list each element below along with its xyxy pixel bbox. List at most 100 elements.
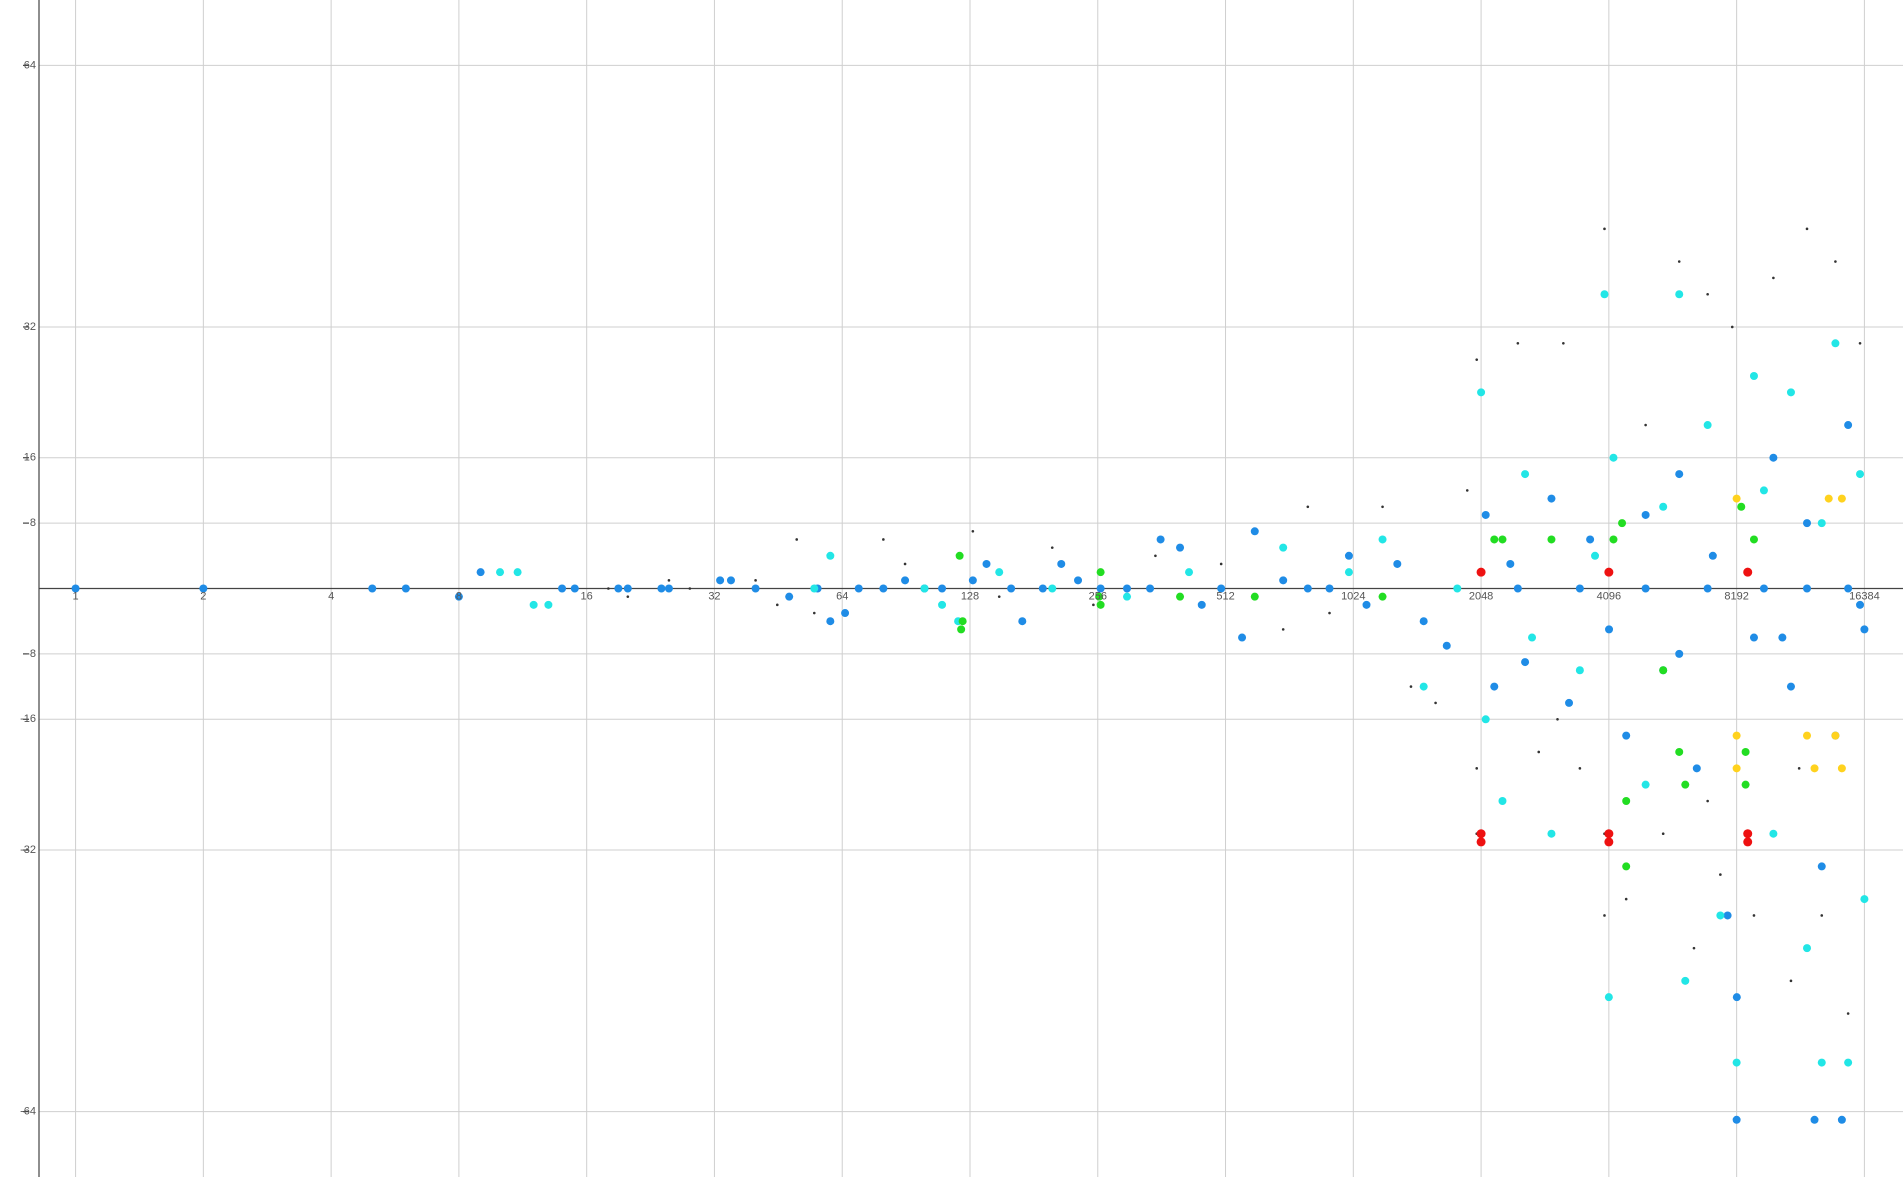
point xyxy=(968,576,977,585)
point xyxy=(1844,584,1853,593)
point xyxy=(1219,562,1223,566)
point xyxy=(1604,837,1614,847)
point xyxy=(812,611,816,615)
point xyxy=(1743,567,1753,577)
point xyxy=(1732,993,1741,1002)
point xyxy=(1675,747,1684,756)
point xyxy=(1708,551,1717,560)
point xyxy=(1681,976,1690,985)
point xyxy=(1618,519,1627,528)
point xyxy=(810,584,819,593)
point xyxy=(664,584,673,593)
point xyxy=(1344,551,1353,560)
point xyxy=(1703,421,1712,430)
point xyxy=(1641,780,1650,789)
point xyxy=(826,551,835,560)
point xyxy=(1732,1058,1741,1067)
point xyxy=(1409,685,1413,688)
point xyxy=(1547,535,1556,544)
point xyxy=(1778,633,1787,642)
point xyxy=(997,595,1001,598)
point xyxy=(1442,641,1451,650)
point xyxy=(1860,625,1869,634)
point xyxy=(626,595,630,598)
x-tick-label: 512 xyxy=(1216,590,1234,602)
point xyxy=(1749,633,1758,642)
point xyxy=(1328,611,1331,615)
point xyxy=(1641,510,1650,519)
point xyxy=(1810,764,1819,773)
point xyxy=(1603,227,1606,231)
point xyxy=(1475,767,1479,770)
point xyxy=(1419,617,1428,626)
point xyxy=(1759,486,1768,495)
point xyxy=(1604,829,1614,839)
point xyxy=(1481,510,1490,519)
point xyxy=(1661,832,1665,836)
point xyxy=(1378,535,1387,544)
point xyxy=(1622,797,1631,806)
point xyxy=(1723,911,1732,920)
point xyxy=(1490,682,1499,691)
point xyxy=(1844,1058,1853,1067)
point xyxy=(496,568,505,577)
point xyxy=(1605,625,1614,634)
point xyxy=(1732,1115,1741,1124)
point xyxy=(1344,568,1353,577)
point xyxy=(1786,388,1795,397)
point xyxy=(1719,873,1722,876)
point xyxy=(1156,535,1165,544)
point xyxy=(1096,600,1105,609)
y-tick-label: -16 xyxy=(20,713,36,725)
point xyxy=(1803,731,1812,740)
point xyxy=(1831,731,1840,740)
point xyxy=(754,579,757,582)
point xyxy=(1154,554,1157,558)
point xyxy=(1600,290,1609,299)
point xyxy=(1057,559,1066,568)
point xyxy=(544,600,553,609)
point xyxy=(1786,682,1795,691)
point xyxy=(1803,519,1812,528)
point xyxy=(1837,764,1846,773)
point xyxy=(1279,543,1288,552)
point xyxy=(1769,453,1778,462)
point xyxy=(1476,567,1486,577)
point xyxy=(854,584,863,593)
point xyxy=(826,617,835,626)
point xyxy=(1513,584,1522,593)
point xyxy=(199,584,208,593)
point xyxy=(982,559,991,568)
point xyxy=(785,592,794,601)
point xyxy=(1591,551,1600,560)
point xyxy=(1609,453,1618,462)
point xyxy=(401,584,410,593)
point xyxy=(1681,780,1690,789)
point xyxy=(1506,559,1515,568)
x-tick-label: 64 xyxy=(836,590,848,602)
point xyxy=(1749,371,1758,380)
point xyxy=(1575,666,1584,675)
point xyxy=(71,584,80,593)
point xyxy=(1692,764,1701,773)
x-tick-label: 8192 xyxy=(1724,590,1748,602)
point xyxy=(454,592,463,601)
point xyxy=(901,576,910,585)
point xyxy=(1834,260,1837,263)
point xyxy=(1856,470,1865,479)
point xyxy=(1095,592,1104,601)
point xyxy=(1250,527,1259,536)
x-tick-label: 4096 xyxy=(1597,590,1621,602)
point xyxy=(879,584,888,593)
point xyxy=(1565,698,1574,707)
point xyxy=(1817,519,1826,528)
point xyxy=(1018,617,1027,626)
point xyxy=(1659,666,1668,675)
point xyxy=(1706,292,1709,296)
point xyxy=(1197,600,1206,609)
point xyxy=(1185,568,1194,577)
point xyxy=(1146,584,1155,593)
y-tick-label: -32 xyxy=(20,844,36,856)
point xyxy=(1805,227,1809,231)
point xyxy=(1741,747,1750,756)
